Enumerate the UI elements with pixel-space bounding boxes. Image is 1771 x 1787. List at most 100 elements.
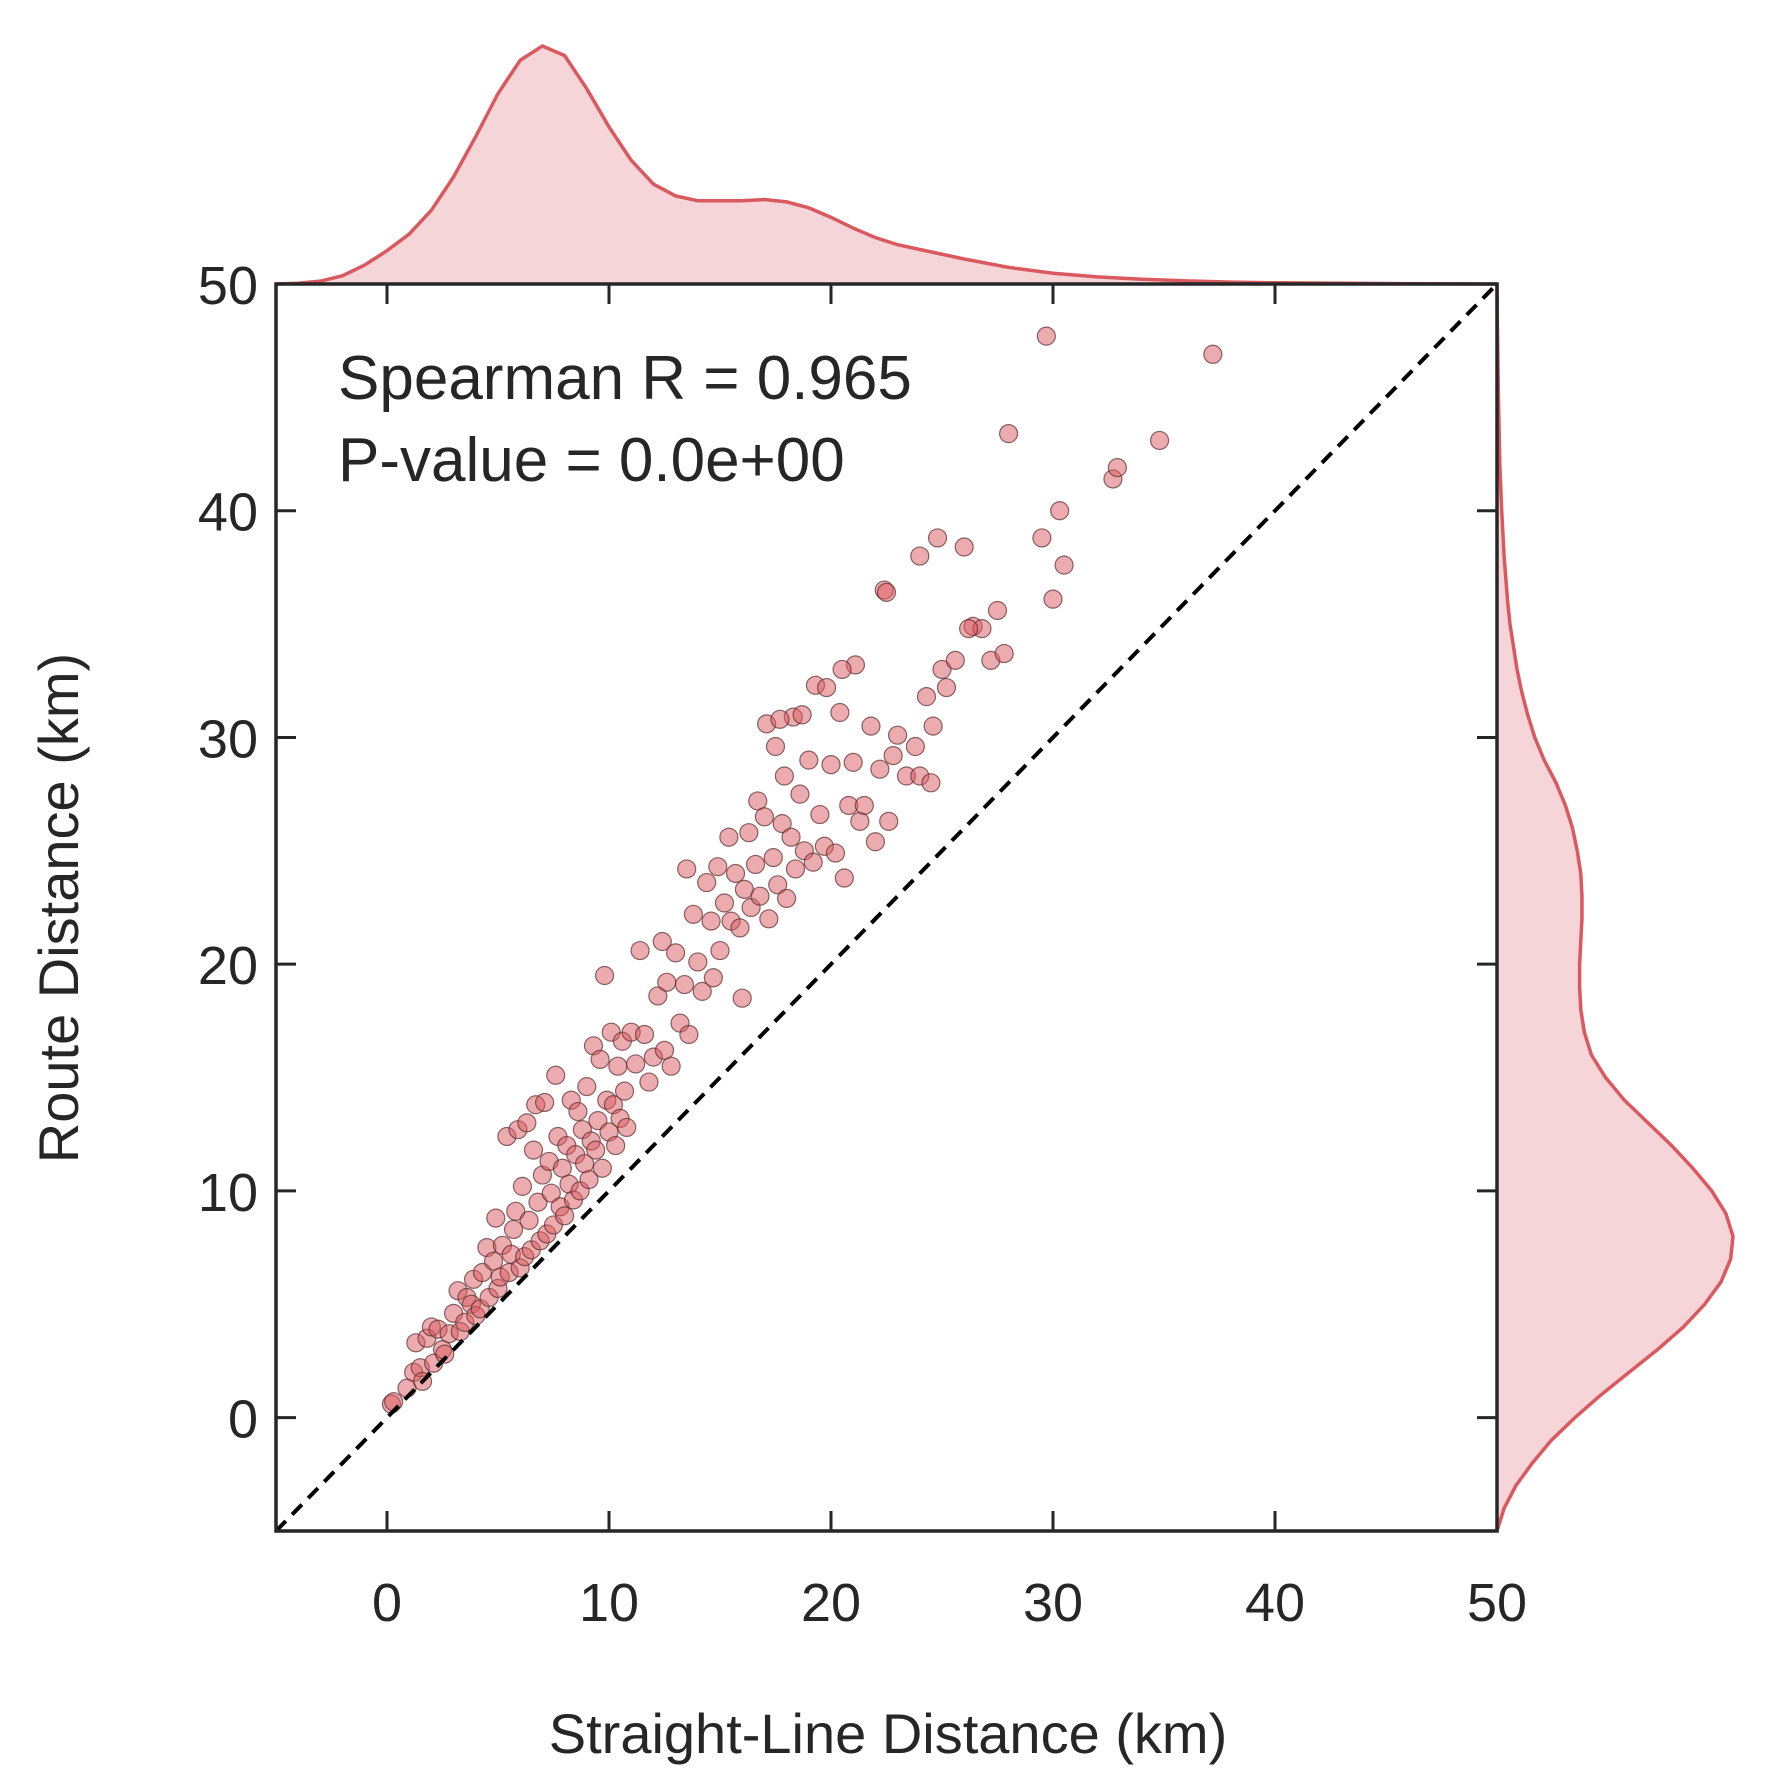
scatter-point <box>830 702 850 723</box>
scatter-point <box>648 986 668 1006</box>
scatter-point <box>921 773 941 793</box>
scatter-point <box>579 1169 599 1190</box>
marginal-y-kde <box>1495 283 1735 1532</box>
scatter-point <box>703 968 723 988</box>
scatter-point <box>630 940 650 961</box>
scatter-point <box>763 848 783 868</box>
scatter-point <box>870 759 890 779</box>
x-axis-label: Straight-Line Distance (km) <box>549 1702 1227 1765</box>
scatter-point <box>998 424 1019 444</box>
scatter-point <box>719 827 739 847</box>
scatter-point <box>617 1117 637 1138</box>
scatter-point <box>674 974 695 995</box>
scatter-point <box>1054 555 1074 575</box>
y-axis-label: Route Distance (km) <box>27 653 90 1163</box>
scatter-point <box>883 745 903 766</box>
scatter-point <box>688 952 708 972</box>
scatter-point <box>1050 501 1070 521</box>
scatter-point <box>959 619 979 639</box>
x-tick-label: 40 <box>1245 1573 1305 1633</box>
scatter-point <box>834 868 854 888</box>
scatter-point <box>725 863 746 884</box>
scatter-point <box>927 528 948 548</box>
scatter-point <box>916 687 937 707</box>
scatter-point <box>816 677 837 698</box>
scatter-point <box>586 1140 606 1160</box>
scatter-point <box>861 716 881 736</box>
scatter-point <box>577 1077 597 1097</box>
marginal-y-line <box>1495 283 1735 1532</box>
y-tick-label: 0 <box>228 1390 258 1450</box>
y-tick-label: 20 <box>198 936 258 996</box>
scatter-points <box>381 326 1223 1414</box>
scatter-point <box>768 875 788 895</box>
scatter-point <box>745 854 766 875</box>
scatter-point <box>1203 344 1223 364</box>
scatter-point <box>568 1101 588 1122</box>
scatter-point <box>639 1072 659 1092</box>
scatter-point <box>923 716 943 736</box>
scatter-point <box>661 1056 681 1076</box>
scatter-point <box>606 1135 626 1156</box>
scatter-point <box>592 1158 612 1178</box>
scatter-point <box>821 755 841 775</box>
scatter-point <box>714 893 735 913</box>
scatter-point <box>905 736 925 757</box>
scatter-point <box>503 1219 524 1240</box>
scatter-point <box>594 965 615 986</box>
scatter-point <box>854 795 874 816</box>
scatter-point <box>832 659 852 680</box>
scatter-point <box>679 1024 699 1045</box>
marginal-x-kde <box>275 44 1498 286</box>
identity-reference-line <box>274 282 1499 1533</box>
scatter-point <box>790 784 810 804</box>
scatter-point <box>936 677 957 698</box>
scatter-point <box>692 981 712 1001</box>
scatter-point <box>792 705 812 725</box>
x-tick-label: 20 <box>801 1573 861 1633</box>
scatter-point <box>781 827 801 847</box>
scatter-point <box>626 1054 646 1074</box>
scatter-point <box>541 1183 561 1203</box>
scatter-point <box>825 843 846 863</box>
scatter-point <box>754 807 775 827</box>
scatter-point <box>945 650 965 670</box>
marginal-y-fill <box>1497 284 1733 1531</box>
scatter-point <box>590 1049 610 1070</box>
scatter-point <box>657 972 677 992</box>
scatter-point <box>772 814 792 834</box>
annotation-pvalue: P-value = 0.0e+00 <box>338 426 845 495</box>
scatter-point <box>608 1056 628 1076</box>
scatter-point <box>701 911 721 931</box>
scatter-point <box>865 832 886 852</box>
x-tick-label: 10 <box>579 1573 639 1633</box>
scatter-point <box>683 904 703 924</box>
scatter-point <box>708 857 728 877</box>
scatter-point <box>850 811 870 831</box>
scatter-point <box>910 546 930 566</box>
scatter-point <box>954 537 974 557</box>
scatter-point <box>879 811 899 831</box>
scatter-point <box>785 859 806 879</box>
annotation-spearman: Spearman R = 0.965 <box>338 344 912 413</box>
scatter-point <box>528 1192 548 1212</box>
scatter-point <box>506 1201 526 1221</box>
scatter-point <box>1043 589 1063 609</box>
scatter-point <box>994 643 1014 664</box>
scatter-point <box>776 888 797 909</box>
scatter-point <box>697 872 717 893</box>
scatter-point <box>535 1092 555 1113</box>
scatter-point <box>517 1113 537 1133</box>
scatter-point <box>546 1065 566 1085</box>
marginal-x-line <box>275 44 1498 286</box>
scatter-point <box>435 1344 455 1364</box>
scatter-point <box>770 709 790 729</box>
scatter-point <box>810 804 830 825</box>
plot-frame <box>274 282 1499 1533</box>
scatter-point <box>677 859 697 879</box>
scatter-point <box>1107 458 1127 478</box>
scatter-point <box>759 909 779 929</box>
y-tick-label: 10 <box>198 1163 258 1223</box>
y-tick-label: 50 <box>198 256 258 316</box>
